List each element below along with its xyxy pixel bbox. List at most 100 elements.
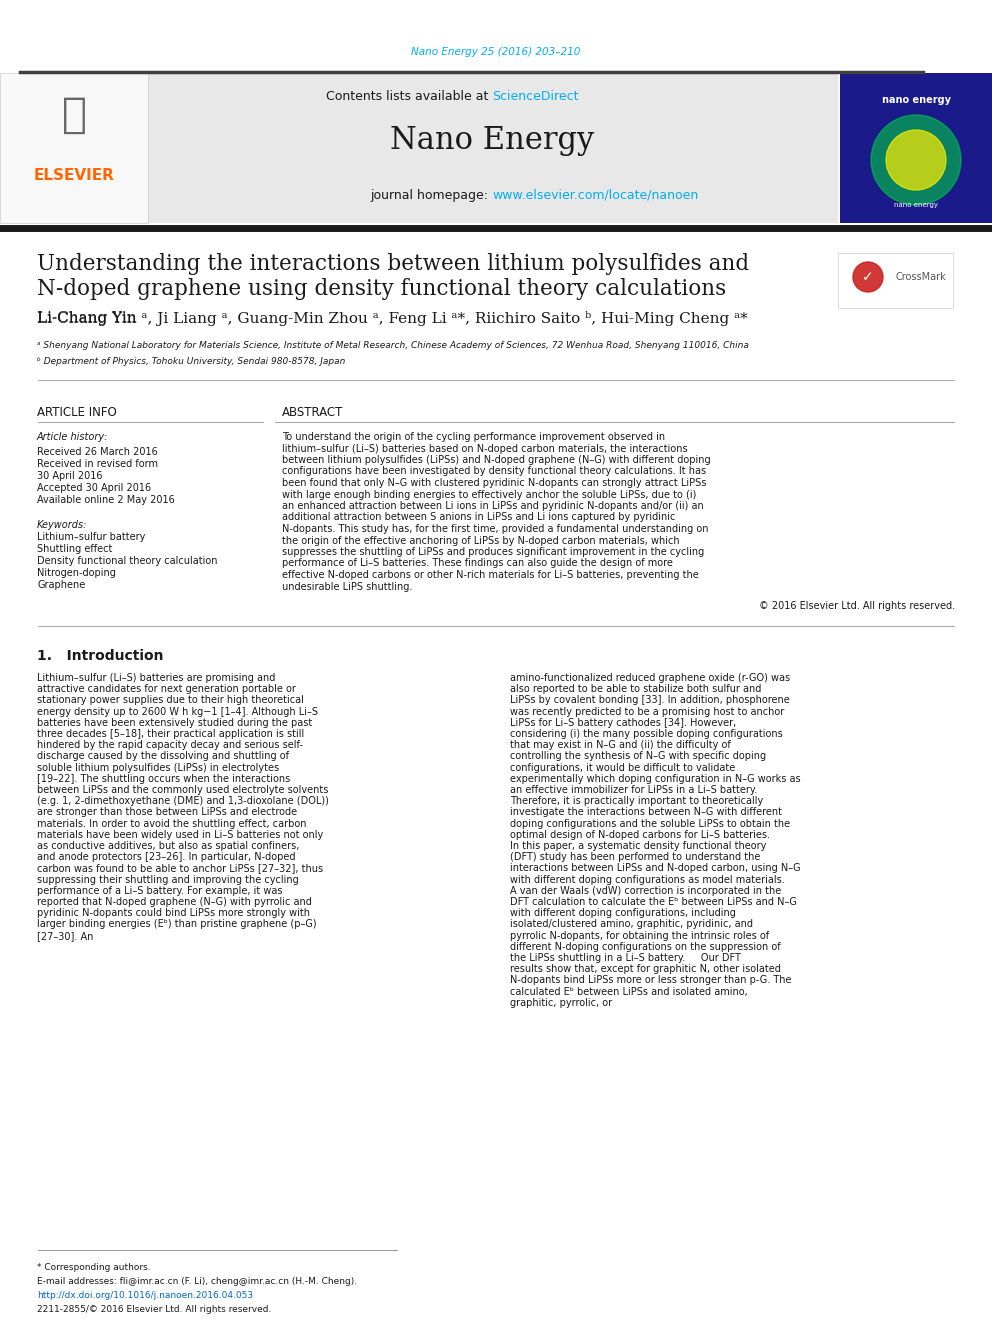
Text: amino-functionalized reduced graphene oxide (r-GO) was: amino-functionalized reduced graphene ox… bbox=[510, 673, 790, 683]
Text: 30 April 2016: 30 April 2016 bbox=[37, 471, 102, 482]
Text: an effective immobilizer for LiPSs in a Li–S battery.: an effective immobilizer for LiPSs in a … bbox=[510, 785, 757, 795]
Text: ELSEVIER: ELSEVIER bbox=[34, 168, 114, 183]
Text: Contents lists available at: Contents lists available at bbox=[325, 90, 492, 103]
Text: performance of Li–S batteries. These findings can also guide the design of more: performance of Li–S batteries. These fin… bbox=[282, 558, 673, 569]
Text: ✓: ✓ bbox=[862, 270, 874, 284]
Text: Shuttling effect: Shuttling effect bbox=[37, 544, 112, 554]
Text: LiPSs by covalent bonding [33]. In addition, phosphorene: LiPSs by covalent bonding [33]. In addit… bbox=[510, 696, 790, 705]
Text: between LiPSs and the commonly used electrolyte solvents: between LiPSs and the commonly used elec… bbox=[37, 785, 328, 795]
Text: N-dopants bind LiPSs more or less stronger than p-G. The: N-dopants bind LiPSs more or less strong… bbox=[510, 975, 792, 986]
Text: Available online 2 May 2016: Available online 2 May 2016 bbox=[37, 495, 175, 505]
Text: http://dx.doi.org/10.1016/j.nanoen.2016.04.053: http://dx.doi.org/10.1016/j.nanoen.2016.… bbox=[37, 1291, 253, 1301]
Text: CrossMark: CrossMark bbox=[895, 273, 945, 282]
Text: E-mail addresses: fli@imr.ac.cn (F. Li), cheng@imr.ac.cn (H.-M. Cheng).: E-mail addresses: fli@imr.ac.cn (F. Li),… bbox=[37, 1278, 357, 1286]
Text: Article history:: Article history: bbox=[37, 433, 108, 442]
Text: Nano Energy 25 (2016) 203–210: Nano Energy 25 (2016) 203–210 bbox=[412, 48, 580, 57]
Text: (e.g. 1, 2-dimethoxyethane (DME) and 1,3-dioxolane (DOL)): (e.g. 1, 2-dimethoxyethane (DME) and 1,3… bbox=[37, 796, 329, 806]
Text: are stronger than those between LiPSs and electrode: are stronger than those between LiPSs an… bbox=[37, 807, 298, 818]
Text: doping configurations and the soluble LiPSs to obtain the: doping configurations and the soluble Li… bbox=[510, 819, 790, 828]
Text: ᵃ Shenyang National Laboratory for Materials Science, Institute of Metal Researc: ᵃ Shenyang National Laboratory for Mater… bbox=[37, 341, 749, 351]
Text: Lithium–sulfur (Li–S) batteries are promising and: Lithium–sulfur (Li–S) batteries are prom… bbox=[37, 673, 276, 683]
Text: Lithium–sulfur battery: Lithium–sulfur battery bbox=[37, 532, 146, 542]
Text: suppressing their shuttling and improving the cycling: suppressing their shuttling and improvin… bbox=[37, 875, 299, 885]
Text: N-doped graphene using density functional theory calculations: N-doped graphene using density functiona… bbox=[37, 278, 726, 300]
Text: investigate the interactions between N–G with different: investigate the interactions between N–G… bbox=[510, 807, 782, 818]
Text: 🌿: 🌿 bbox=[62, 94, 86, 136]
Text: interactions between LiPSs and N-doped carbon, using N–G: interactions between LiPSs and N-doped c… bbox=[510, 864, 801, 873]
Text: journal homepage:: journal homepage: bbox=[370, 188, 492, 201]
Bar bbox=[0, 73, 148, 224]
Text: stationary power supplies due to their high theoretical: stationary power supplies due to their h… bbox=[37, 696, 304, 705]
Text: carbon was found to be able to anchor LiPSs [27–32], thus: carbon was found to be able to anchor Li… bbox=[37, 864, 323, 873]
Text: optimal design of N-doped carbons for Li–S batteries.: optimal design of N-doped carbons for Li… bbox=[510, 830, 770, 840]
Text: ABSTRACT: ABSTRACT bbox=[282, 406, 343, 419]
Text: between lithium polysulfides (LiPSs) and N-doped graphene (N–G) with different d: between lithium polysulfides (LiPSs) and… bbox=[282, 455, 710, 464]
Text: ᵇ Department of Physics, Tohoku University, Sendai 980-8578, Japan: ᵇ Department of Physics, Tohoku Universi… bbox=[37, 357, 345, 366]
Text: ScienceDirect: ScienceDirect bbox=[492, 90, 578, 103]
Bar bbox=[838, 253, 953, 308]
Text: experimentally which doping configuration in N–G works as: experimentally which doping configuratio… bbox=[510, 774, 801, 783]
Text: To understand the origin of the cycling performance improvement observed in: To understand the origin of the cycling … bbox=[282, 433, 665, 442]
Text: three decades [5–18], their practical application is still: three decades [5–18], their practical ap… bbox=[37, 729, 305, 740]
Text: LiPSs for Li–S battery cathodes [34]. However,: LiPSs for Li–S battery cathodes [34]. Ho… bbox=[510, 718, 736, 728]
Text: Li-Chang Yin: Li-Chang Yin bbox=[37, 311, 142, 325]
Text: Graphene: Graphene bbox=[37, 579, 85, 590]
Text: Li-Chang Yin ᵃ, Ji Liang ᵃ, Guang-Min Zhou ᵃ, Feng Li ᵃ*, Riichiro Saito ᵇ, Hui-: Li-Chang Yin ᵃ, Ji Liang ᵃ, Guang-Min Zh… bbox=[37, 311, 748, 325]
Text: A van der Waals (vdW) correction is incorporated in the: A van der Waals (vdW) correction is inco… bbox=[510, 886, 782, 896]
Text: Received 26 March 2016: Received 26 March 2016 bbox=[37, 447, 158, 456]
Text: materials have been widely used in Li–S batteries not only: materials have been widely used in Li–S … bbox=[37, 830, 323, 840]
Text: was recently predicted to be a promising host to anchor: was recently predicted to be a promising… bbox=[510, 706, 785, 717]
Text: with large enough binding energies to effectively anchor the soluble LiPSs, due : with large enough binding energies to ef… bbox=[282, 490, 696, 500]
Bar bbox=[148, 73, 838, 224]
Text: configurations have been investigated by density functional theory calculations.: configurations have been investigated by… bbox=[282, 467, 706, 476]
Text: nano energy: nano energy bbox=[894, 202, 938, 208]
Text: with different doping configurations as model materials.: with different doping configurations as … bbox=[510, 875, 785, 885]
Text: effective N-doped carbons or other N-rich materials for Li–S batteries, preventi: effective N-doped carbons or other N-ric… bbox=[282, 570, 698, 579]
Circle shape bbox=[853, 262, 883, 292]
Text: the origin of the effective anchoring of LiPSs by N-doped carbon materials, whic: the origin of the effective anchoring of… bbox=[282, 536, 680, 545]
Text: graphitic, pyrrolic, or: graphitic, pyrrolic, or bbox=[510, 998, 612, 1008]
Text: N-dopants. This study has, for the first time, provided a fundamental understand: N-dopants. This study has, for the first… bbox=[282, 524, 708, 534]
Text: energy density up to 2600 W h kg−1 [1–4]. Although Li–S: energy density up to 2600 W h kg−1 [1–4]… bbox=[37, 706, 318, 717]
Text: and anode protectors [23–26]. In particular, N-doped: and anode protectors [23–26]. In particu… bbox=[37, 852, 296, 863]
Text: Nano Energy: Nano Energy bbox=[390, 124, 594, 156]
Text: also reported to be able to stabilize both sulfur and: also reported to be able to stabilize bo… bbox=[510, 684, 762, 695]
Text: nano energy: nano energy bbox=[882, 95, 950, 105]
Text: that may exist in N–G and (ii) the difficulty of: that may exist in N–G and (ii) the diffi… bbox=[510, 740, 731, 750]
Text: Received in revised form: Received in revised form bbox=[37, 459, 158, 468]
Text: Therefore, it is practically important to theoretically: Therefore, it is practically important t… bbox=[510, 796, 763, 806]
Text: Accepted 30 April 2016: Accepted 30 April 2016 bbox=[37, 483, 151, 493]
Text: * Corresponding authors.: * Corresponding authors. bbox=[37, 1263, 151, 1273]
Text: reported that N-doped graphene (N–G) with pyrrolic and: reported that N-doped graphene (N–G) wit… bbox=[37, 897, 311, 908]
Text: hindered by the rapid capacity decay and serious self-: hindered by the rapid capacity decay and… bbox=[37, 740, 303, 750]
Text: an enhanced attraction between Li ions in LiPSs and pyridinic N-dopants and/or (: an enhanced attraction between Li ions i… bbox=[282, 501, 703, 511]
Text: suppresses the shuttling of LiPSs and produces significant improvement in the cy: suppresses the shuttling of LiPSs and pr… bbox=[282, 546, 704, 557]
Text: 1.   Introduction: 1. Introduction bbox=[37, 650, 164, 663]
Text: pyrrolic N-dopants, for obtaining the intrinsic roles of: pyrrolic N-dopants, for obtaining the in… bbox=[510, 930, 769, 941]
Text: (DFT) study has been performed to understand the: (DFT) study has been performed to unders… bbox=[510, 852, 761, 863]
Text: calculated Eᵇ between LiPSs and isolated amino,: calculated Eᵇ between LiPSs and isolated… bbox=[510, 987, 748, 996]
Text: www.elsevier.com/locate/nanoen: www.elsevier.com/locate/nanoen bbox=[492, 188, 698, 201]
Text: In this paper, a systematic density functional theory: In this paper, a systematic density func… bbox=[510, 841, 767, 851]
Text: performance of a Li–S battery. For example, it was: performance of a Li–S battery. For examp… bbox=[37, 886, 283, 896]
Circle shape bbox=[886, 130, 946, 191]
Text: [19–22]. The shuttling occurs when the interactions: [19–22]. The shuttling occurs when the i… bbox=[37, 774, 291, 783]
Text: pyridinic N-dopants could bind LiPSs more strongly with: pyridinic N-dopants could bind LiPSs mor… bbox=[37, 908, 310, 918]
Text: Understanding the interactions between lithium polysulfides and: Understanding the interactions between l… bbox=[37, 253, 749, 275]
Text: [27–30]. An: [27–30]. An bbox=[37, 930, 93, 941]
Text: Keywords:: Keywords: bbox=[37, 520, 87, 531]
Text: been found that only N–G with clustered pyridinic N-dopants can strongly attract: been found that only N–G with clustered … bbox=[282, 478, 706, 488]
Circle shape bbox=[871, 115, 961, 205]
Text: larger binding energies (Eᵇ) than pristine graphene (p–G): larger binding energies (Eᵇ) than pristi… bbox=[37, 919, 316, 929]
Text: Nitrogen-doping: Nitrogen-doping bbox=[37, 568, 116, 578]
Text: additional attraction between S anions in LiPSs and Li ions captured by pyridini: additional attraction between S anions i… bbox=[282, 512, 676, 523]
Text: DFT calculation to calculate the Eᵇ between LiPSs and N–G: DFT calculation to calculate the Eᵇ betw… bbox=[510, 897, 797, 908]
Text: ARTICLE INFO: ARTICLE INFO bbox=[37, 406, 117, 419]
Text: the LiPSs shuttling in a Li–S battery.     Our DFT: the LiPSs shuttling in a Li–S battery. O… bbox=[510, 953, 741, 963]
Text: with different doping configurations, including: with different doping configurations, in… bbox=[510, 908, 736, 918]
Text: © 2016 Elsevier Ltd. All rights reserved.: © 2016 Elsevier Ltd. All rights reserved… bbox=[759, 601, 955, 611]
Text: materials. In order to avoid the shuttling effect, carbon: materials. In order to avoid the shuttli… bbox=[37, 819, 307, 828]
Text: controlling the synthesis of N–G with specific doping: controlling the synthesis of N–G with sp… bbox=[510, 751, 766, 762]
Text: 2211-2855/© 2016 Elsevier Ltd. All rights reserved.: 2211-2855/© 2016 Elsevier Ltd. All right… bbox=[37, 1306, 272, 1315]
Text: isolated/clustered amino, graphitic, pyridinic, and: isolated/clustered amino, graphitic, pyr… bbox=[510, 919, 753, 929]
